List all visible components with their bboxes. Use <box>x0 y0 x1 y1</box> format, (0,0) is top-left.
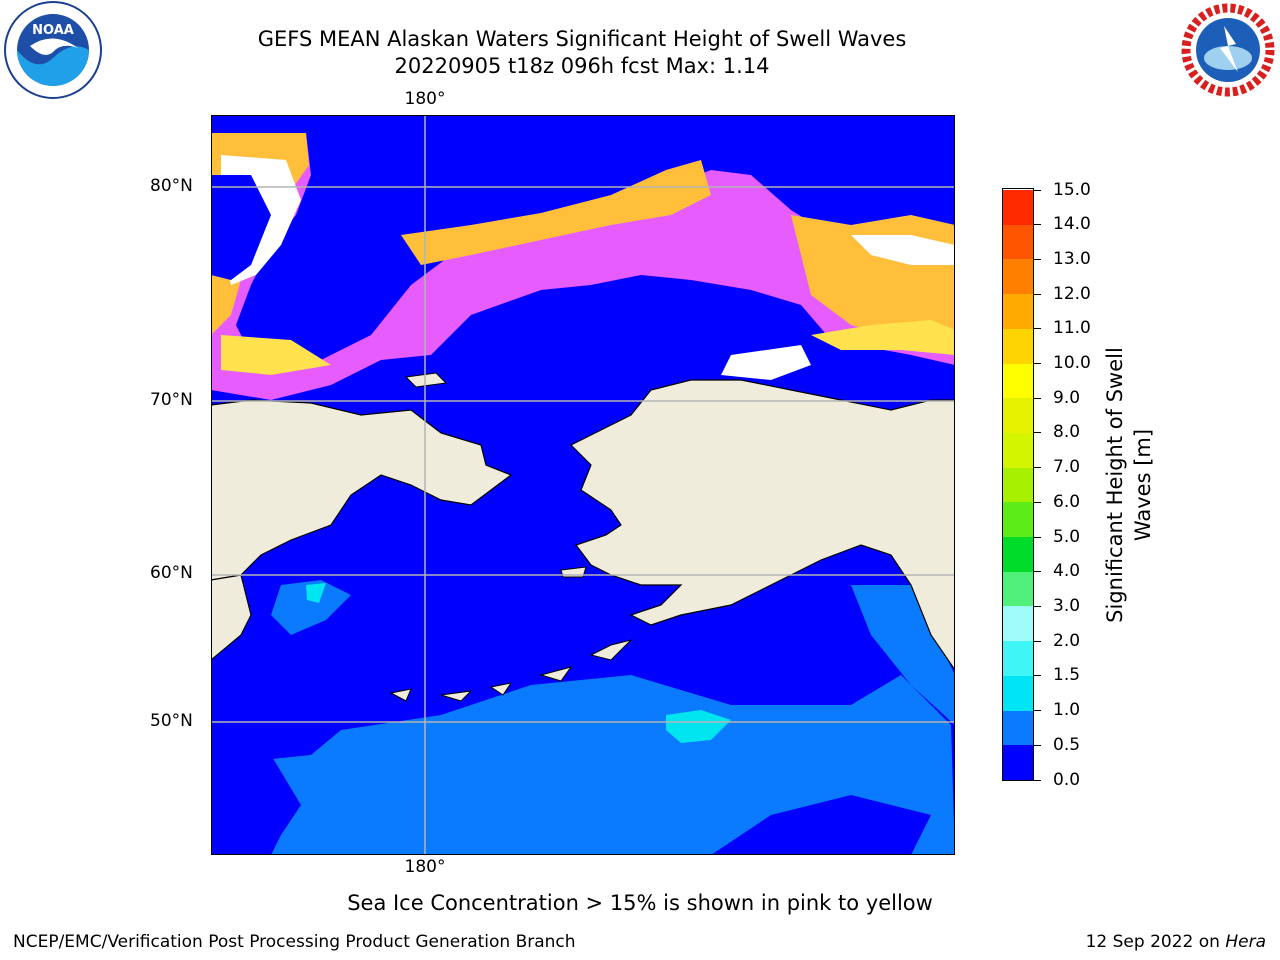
colorbar-segment <box>1003 432 1033 468</box>
colorbar-tick-label: 15.0 <box>1053 179 1091 200</box>
colorbar-tick <box>1034 328 1041 330</box>
colorbar-tick <box>1034 258 1041 260</box>
land-kamchatka <box>211 574 252 661</box>
colorbar-tick <box>1034 779 1041 781</box>
land-siberia <box>211 399 513 581</box>
land-alaska <box>569 379 955 672</box>
nws-logo <box>1181 3 1275 97</box>
colorbar-tick-label: 3.0 <box>1053 595 1081 616</box>
lat-label-80: 80°N <box>150 176 193 196</box>
colorbar-segment <box>1003 640 1033 676</box>
sea-ice-pink <box>211 133 955 400</box>
colorbar-tick-label: 12.0 <box>1053 283 1091 304</box>
date-text: 12 Sep 2022 on Hera <box>1086 932 1266 952</box>
swell-band-0p5-1 <box>211 675 955 855</box>
colorbar-tick <box>1034 432 1041 434</box>
chart-subtitle: 20220905 t18z 096h fcst Max: 1.14 <box>394 54 770 78</box>
lat-label-70: 70°N <box>150 390 193 410</box>
colorbar-segment <box>1003 710 1033 746</box>
ice-core-east <box>851 235 955 265</box>
colorbar-segment <box>1003 293 1033 329</box>
colorbar-tick-label: 4.0 <box>1053 561 1081 582</box>
colorbar <box>1002 188 1034 781</box>
colorbar-tick <box>1034 744 1041 746</box>
colorbar-tick <box>1034 293 1041 295</box>
colorbar-tick <box>1034 675 1041 677</box>
colorbar-tick-label: 8.0 <box>1053 422 1081 443</box>
colorbar-segment <box>1003 467 1033 503</box>
colorbar-tick-label: 14.0 <box>1053 214 1091 235</box>
map-panel <box>211 115 955 855</box>
colorbar-tick-label: 11.0 <box>1053 318 1091 339</box>
colorbar-tick-label: 6.0 <box>1053 491 1081 512</box>
date-prefix: 12 Sep 2022 on <box>1085 932 1226 952</box>
sea-ice-yellow-west <box>221 335 331 375</box>
colorbar-segment <box>1003 605 1033 642</box>
colorbar-tick <box>1034 605 1041 607</box>
colorbar-tick <box>1034 501 1041 503</box>
colorbar-segment <box>1003 536 1033 572</box>
lon-label-top: 180° <box>404 89 446 109</box>
colorbar-segment <box>1003 744 1033 780</box>
colorbar-tick-label: 10.0 <box>1053 353 1091 374</box>
colorbar-segment <box>1003 224 1033 260</box>
swell-band-1-1p5 <box>666 710 731 743</box>
colorbar-tick-label: 0.0 <box>1053 769 1081 790</box>
colorbar-tick <box>1034 710 1041 712</box>
date-host: Hera <box>1225 932 1266 952</box>
colorbar-segment <box>1003 501 1033 538</box>
colorbar-tick <box>1034 189 1041 191</box>
lat-label-50: 50°N <box>150 711 193 731</box>
colorbar-tick-label: 2.0 <box>1053 630 1081 651</box>
colorbar-label: Significant Height of Swell Waves [m] <box>1103 347 1155 623</box>
colorbar-tick <box>1034 571 1041 573</box>
sea-ice-yellow-east <box>811 320 955 355</box>
colorbar-tick-label: 1.0 <box>1053 700 1081 721</box>
colorbar-tick-label: 9.0 <box>1053 387 1081 408</box>
colorbar-segment <box>1003 397 1033 433</box>
swell-band-gulf <box>851 585 955 725</box>
colorbar-segment <box>1003 675 1033 711</box>
colorbar-tick-label: 0.5 <box>1053 734 1081 755</box>
land-wrangel <box>404 372 448 388</box>
colorbar-tick-label: 1.5 <box>1053 665 1081 686</box>
colorbar-segment <box>1003 189 1033 225</box>
colorbar-tick-label: 5.0 <box>1053 526 1081 547</box>
colorbar-tick <box>1034 224 1041 226</box>
chart-title: GEFS MEAN Alaskan Waters Significant Hei… <box>257 27 907 51</box>
colorbar-segment <box>1003 571 1033 607</box>
noaa-logo-text: NOAA <box>32 23 74 38</box>
lat-label-60: 60°N <box>150 563 193 583</box>
colorbar-segment <box>1003 328 1033 364</box>
sea-ice-note: Sea Ice Concentration > 15% is shown in … <box>347 891 933 915</box>
gridlines <box>211 115 955 855</box>
colorbar-tick <box>1034 467 1041 469</box>
colorbar-tick <box>1034 536 1041 538</box>
credit-text: NCEP/EMC/Verification Post Processing Pr… <box>13 932 576 952</box>
lon-label-bottom: 180° <box>404 857 446 877</box>
colorbar-segment <box>1003 258 1033 295</box>
noaa-logo: NOAA <box>4 1 102 99</box>
colorbar-tick-label: 7.0 <box>1053 457 1081 478</box>
swell-band-bering <box>271 580 351 635</box>
colorbar-segment <box>1003 363 1033 399</box>
colorbar-tick <box>1034 640 1041 642</box>
colorbar-tick <box>1034 363 1041 365</box>
colorbar-tick <box>1034 397 1041 399</box>
colorbar-tick-label: 13.0 <box>1053 248 1091 269</box>
